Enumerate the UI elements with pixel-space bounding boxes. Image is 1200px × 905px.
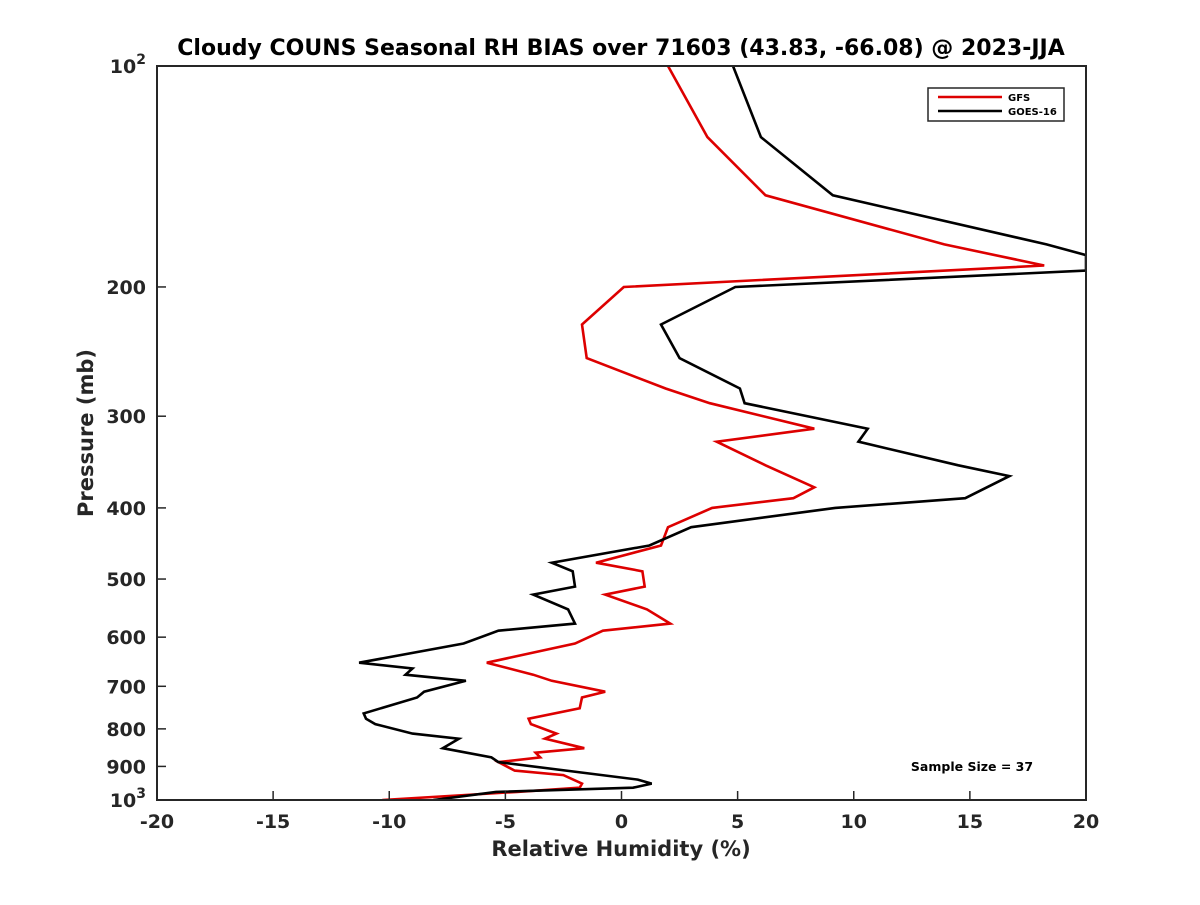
x-axis-label: Relative Humidity (%) (491, 837, 750, 861)
plot-axes (156, 65, 1087, 801)
y-tick-label: 103 (110, 786, 146, 812)
legend-box (927, 87, 1065, 122)
y-tick-label: 300 (106, 406, 146, 428)
y-tick-label: 700 (106, 676, 146, 698)
x-tick-label: 10 (841, 811, 867, 833)
y-tick-label: 200 (106, 277, 146, 299)
sample-size-annotation: Sample Size = 37 (911, 759, 1033, 774)
y-axis-label: Pressure (mb) (74, 349, 98, 517)
y-tick-label: 800 (106, 719, 146, 741)
series-line-goes16 (358, 66, 1086, 800)
x-tick-label: -5 (495, 811, 516, 833)
x-tick-label: 5 (731, 811, 744, 833)
x-tick-label: 0 (615, 811, 628, 833)
y-tick-label: 600 (106, 627, 146, 649)
series-line-gfs (382, 66, 1045, 800)
y-tick-label: 900 (106, 756, 146, 778)
legend-label-goes16: GOES-16 (1008, 107, 1057, 118)
x-tick-label: -15 (256, 811, 290, 833)
y-tick-label: 400 (106, 498, 146, 520)
y-tick-label: 102 (110, 52, 146, 78)
legend-label-gfs: GFS (1008, 93, 1030, 104)
x-tick-label: -20 (140, 811, 174, 833)
legend: GFS GOES-16 (927, 87, 1065, 122)
chart-title: Cloudy COUNS Seasonal RH BIAS over 71603… (177, 36, 1064, 61)
y-tick-label: 500 (106, 569, 146, 591)
x-tick-label: 20 (1073, 811, 1099, 833)
x-tick-label: -10 (372, 811, 406, 833)
x-tick-label: 15 (957, 811, 983, 833)
